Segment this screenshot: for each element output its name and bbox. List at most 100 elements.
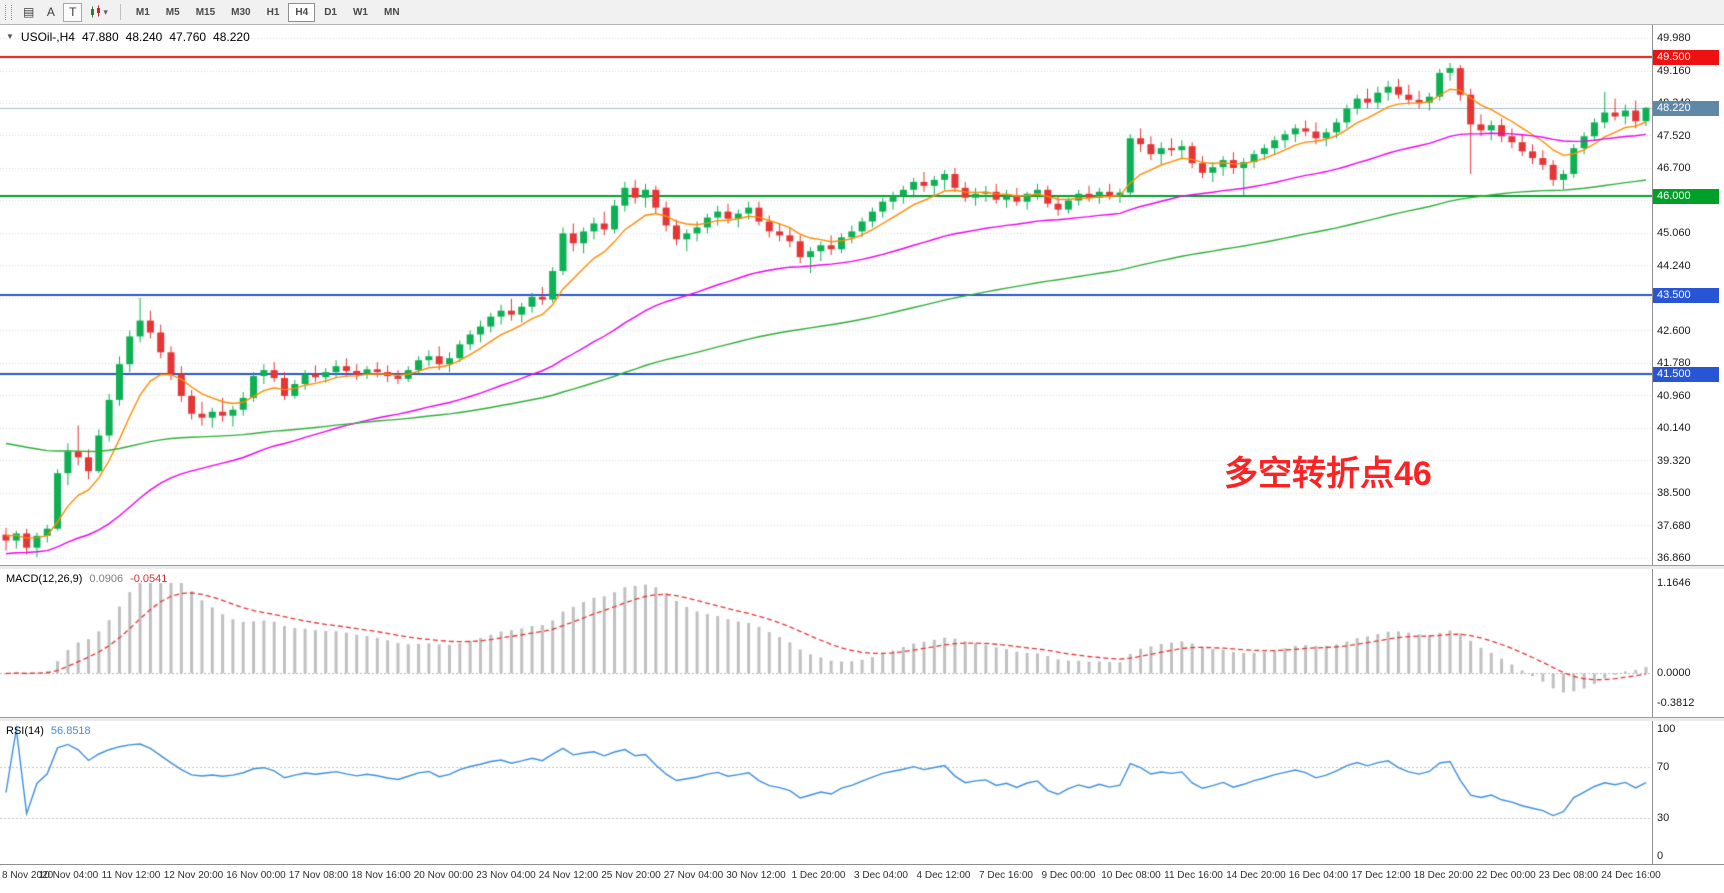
time-axis-label: 7 Dec 16:00 xyxy=(979,870,1033,881)
rsi-panel: RSI(14) 56.8518 100 70 30 0 xyxy=(0,721,1724,864)
time-axis-label: 3 Dec 04:00 xyxy=(854,870,908,881)
time-axis-label: 11 Nov 12:00 xyxy=(101,870,161,881)
macd-axis-label: -0.3812 xyxy=(1657,697,1695,709)
macd-canvas[interactable] xyxy=(0,569,1652,717)
macd-panel: MACD(12,26,9) 0.0906 -0.0541 1.1646 0.000… xyxy=(0,569,1724,717)
rsi-axis-label: 0 xyxy=(1657,850,1664,862)
price-axis-label: 42.600 xyxy=(1657,324,1691,337)
timeframe-button-m5[interactable]: M5 xyxy=(165,6,180,18)
timeframe-button-m30[interactable]: M30 xyxy=(231,6,251,18)
time-axis-label: 17 Dec 12:00 xyxy=(1351,870,1411,881)
timeframe-button-h1[interactable]: H1 xyxy=(266,6,280,18)
chart-type-button[interactable]: ▾ xyxy=(85,3,112,22)
time-axis-label: 10 Nov 04:00 xyxy=(38,870,99,881)
panel-divider[interactable] xyxy=(0,565,1724,569)
timeframe-button-w1[interactable]: W1 xyxy=(352,6,368,18)
macd-axis[interactable]: 1.1646 0.0000 -0.3812 xyxy=(1652,569,1723,717)
macd-label: MACD(12,26,9) xyxy=(6,573,83,585)
time-axis-label: 10 Dec 08:00 xyxy=(1101,870,1161,881)
quote-open: 47.880 xyxy=(81,30,119,44)
candlestick-icon xyxy=(91,5,101,18)
time-axis-label: 23 Dec 08:00 xyxy=(1538,870,1599,881)
price-axis-label: 49.160 xyxy=(1657,64,1691,77)
timeframe-button-m15[interactable]: M15 xyxy=(195,6,216,18)
time-axis-label: 18 Nov 16:00 xyxy=(351,870,411,881)
level-badge: 46.000 xyxy=(1653,188,1719,204)
main-chart-panel: ▼ USOil-,H4 47.880 48.240 47.760 48.220 … xyxy=(0,25,1724,565)
time-axis-label: 9 Dec 00:00 xyxy=(1041,870,1096,881)
macd-main-value: 0.0906 xyxy=(89,573,124,585)
level-badge: 41.500 xyxy=(1653,367,1719,383)
rsi-axis[interactable]: 100 70 30 0 xyxy=(1652,721,1723,864)
price-axis-label: 44.240 xyxy=(1657,259,1691,272)
toolbar-separator xyxy=(119,4,121,20)
quote-high: 48.240 xyxy=(125,30,163,44)
time-axis-label: 8 Nov 2020 xyxy=(2,870,54,881)
level-badge: 43.500 xyxy=(1653,287,1719,303)
time-axis-label: 17 Nov 08:00 xyxy=(288,870,349,881)
time-axis-label: 24 Dec 16:00 xyxy=(1601,870,1661,881)
price-axis-label: 36.860 xyxy=(1657,552,1691,564)
macd-label-row: MACD(12,26,9) 0.0906 -0.0541 xyxy=(6,573,167,585)
time-axis-label: 23 Nov 04:00 xyxy=(476,870,536,881)
price-axis[interactable]: 49.98049.16048.34047.52046.70045.88045.0… xyxy=(1652,25,1723,565)
time-axis-label: 20 Nov 00:00 xyxy=(413,870,474,881)
price-axis-label: 38.500 xyxy=(1657,487,1691,499)
chevron-down-icon: ▾ xyxy=(103,6,108,17)
panel-divider[interactable] xyxy=(0,717,1724,721)
time-axis-label: 11 Dec 16:00 xyxy=(1164,870,1223,881)
price-axis-label: 37.680 xyxy=(1657,519,1691,532)
price-axis-label: 39.320 xyxy=(1657,454,1691,467)
cursor-tool-button[interactable]: A xyxy=(46,5,55,19)
macd-signal-value: -0.0541 xyxy=(130,573,168,585)
timeframe-button-h4[interactable]: H4 xyxy=(288,2,316,22)
text-tool-button[interactable]: T xyxy=(63,2,83,22)
price-axis-label: 46.700 xyxy=(1657,162,1691,174)
price-axis-label: 41.780 xyxy=(1657,357,1691,369)
current-price-badge: 48.220 xyxy=(1653,100,1719,116)
timeframe-button-d1[interactable]: D1 xyxy=(324,6,337,18)
time-axis-label: 1 Dec 20:00 xyxy=(791,870,846,881)
quote-low: 47.760 xyxy=(169,30,207,44)
macd-axis-label: 0.0000 xyxy=(1657,667,1691,680)
chart-annotation: 多空转折点46 xyxy=(1224,455,1432,493)
price-axis-label: 49.980 xyxy=(1657,32,1691,44)
time-axis-label: 27 Nov 04:00 xyxy=(663,870,724,881)
price-axis-label: 45.060 xyxy=(1657,227,1691,239)
timeframe-button-m1[interactable]: M1 xyxy=(135,6,150,18)
time-axis-label: 22 Dec 00:00 xyxy=(1476,870,1536,881)
time-axis-label: 30 Nov 12:00 xyxy=(726,870,786,881)
quote-line: ▼ USOil-,H4 47.880 48.240 47.760 48.220 xyxy=(6,30,250,44)
rsi-value: 56.8518 xyxy=(50,725,91,737)
rsi-label: RSI(14) xyxy=(6,725,44,737)
time-axis-label: 16 Nov 00:00 xyxy=(226,870,286,881)
time-axis[interactable]: 8 Nov 2020 10 Nov 04:00 11 Nov 12:00 12 Nov… xyxy=(0,864,1724,893)
price-axis-label: 47.520 xyxy=(1657,129,1691,142)
level-badge: 49.500 xyxy=(1653,50,1719,66)
price-axis-label: 40.140 xyxy=(1657,422,1691,434)
price-chart-canvas[interactable] xyxy=(0,25,1652,565)
toolbar: ▤ A T ▾ M1 M5 M15 M30 H1 H4 D1 W1 MN xyxy=(0,0,1724,25)
price-axis-label: 40.960 xyxy=(1657,389,1691,402)
timeframe-group: M1 M5 M15 M30 H1 H4 D1 W1 MN xyxy=(129,2,407,22)
time-axis-label: 18 Dec 20:00 xyxy=(1413,870,1474,881)
timeframe-button-mn[interactable]: MN xyxy=(383,6,400,18)
quote-symbol: USOil-,H4 xyxy=(20,30,75,44)
collapse-chevron-icon[interactable]: ▼ xyxy=(6,32,14,41)
rsi-label-row: RSI(14) 56.8518 xyxy=(6,725,91,737)
objects-grid-button[interactable]: ▤ xyxy=(23,5,35,19)
time-axis-label: 4 Dec 12:00 xyxy=(916,870,971,881)
rsi-axis-label: 70 xyxy=(1657,761,1670,774)
rsi-canvas[interactable] xyxy=(0,721,1652,864)
time-axis-label: 24 Nov 12:00 xyxy=(538,870,599,881)
time-axis-label: 12 Nov 20:00 xyxy=(163,870,224,881)
toolbar-drag-handle[interactable] xyxy=(5,4,12,20)
time-axis-label: 16 Dec 04:00 xyxy=(1288,870,1349,881)
time-axis-label: 14 Dec 20:00 xyxy=(1226,870,1286,881)
macd-axis-label: 1.1646 xyxy=(1657,577,1691,589)
rsi-axis-label: 100 xyxy=(1657,723,1676,735)
time-axis-label: 25 Nov 20:00 xyxy=(601,870,661,881)
rsi-axis-label: 30 xyxy=(1657,811,1670,824)
quote-close: 48.220 xyxy=(213,30,250,44)
